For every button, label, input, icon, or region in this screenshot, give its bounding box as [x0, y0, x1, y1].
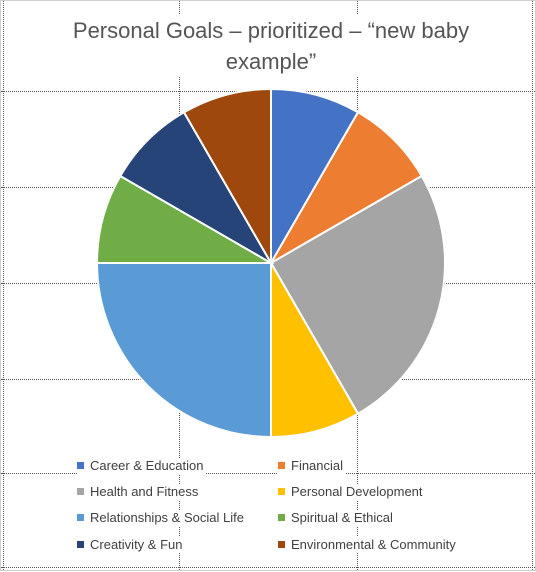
- legend-item: Environmental & Community: [278, 537, 458, 553]
- legend-label: Creativity & Fun: [90, 537, 183, 552]
- legend-swatch: [278, 462, 285, 469]
- legend-item: Spiritual & Ethical: [278, 510, 395, 526]
- pie-slice-career-education: [270, 87, 360, 267]
- legend-label: Health and Fitness: [90, 484, 199, 499]
- legend-label: Environmental & Community: [291, 537, 456, 552]
- pie-slice-health-and-fitness: [269, 174, 446, 416]
- legend-swatch: [77, 462, 84, 469]
- legend-label: Career & Education: [90, 458, 204, 473]
- legend-item: Financial: [278, 458, 346, 474]
- legend-item: Personal Development: [278, 484, 425, 500]
- legend-label: Personal Development: [291, 484, 423, 499]
- legend-swatch: [278, 488, 285, 495]
- legend-swatch: [77, 541, 84, 548]
- legend-label: Financial: [291, 458, 344, 473]
- chart-title-line-2: example”: [225, 49, 317, 74]
- legend-label: Relationships & Social Life: [90, 510, 244, 525]
- legend-item: Health and Fitness: [77, 484, 201, 500]
- pie-slice-creativity-fun: [118, 110, 274, 266]
- pie-slice-personal-development: [270, 259, 360, 439]
- legend-label: Spiritual & Ethical: [291, 510, 393, 525]
- legend-swatch: [278, 541, 285, 548]
- gridline: [1, 473, 535, 474]
- pie-slice-spiritual-ethical: [95, 174, 275, 264]
- legend-item: Career & Education: [77, 458, 206, 474]
- legend-item: Creativity & Fun: [77, 537, 185, 553]
- gridline: [3, 1, 4, 570]
- chart-title-line-1: Personal Goals – prioritized – “new baby: [72, 18, 470, 43]
- gridline: [1, 567, 535, 568]
- pie-slice-relationships-social-life: [95, 262, 272, 439]
- pie-slice-financial: [268, 110, 424, 266]
- legend-swatch: [77, 488, 84, 495]
- legend-swatch: [278, 514, 285, 521]
- pie-slice-environmental-community: [182, 87, 272, 267]
- gridline: [532, 1, 533, 570]
- legend-swatch: [77, 514, 84, 521]
- chart-title: Personal Goals – prioritized – “new baby…: [41, 15, 501, 77]
- legend-item: Relationships & Social Life: [77, 510, 246, 526]
